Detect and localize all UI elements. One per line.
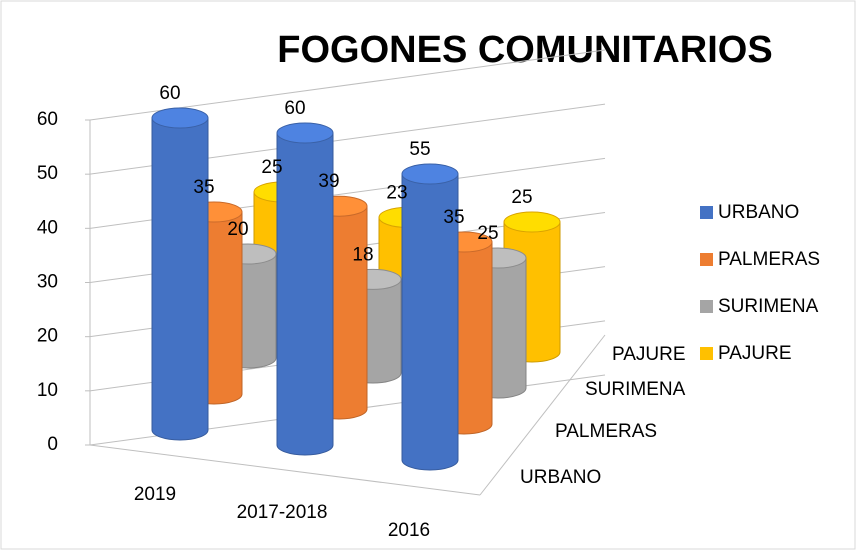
y-tick-label: 20 bbox=[37, 326, 58, 347]
data-label: 25 bbox=[511, 187, 532, 208]
data-label: 60 bbox=[159, 83, 180, 104]
bar bbox=[276, 132, 334, 456]
data-label: 23 bbox=[386, 182, 407, 203]
bar bbox=[401, 173, 459, 471]
y-tick-label: 10 bbox=[37, 380, 58, 401]
data-label: 35 bbox=[193, 177, 214, 198]
data-label: 39 bbox=[318, 171, 339, 192]
legend-swatch bbox=[700, 300, 713, 313]
legend-swatch bbox=[700, 206, 713, 219]
bar-top bbox=[276, 122, 334, 144]
legend-label: PALMERAS bbox=[718, 249, 820, 270]
y-tick-label: 30 bbox=[37, 272, 58, 293]
y-tick-label: 60 bbox=[37, 109, 58, 130]
depth-tick-label: PAJURE bbox=[612, 344, 686, 365]
legend-label: URBANO bbox=[718, 202, 799, 223]
data-label: 60 bbox=[284, 98, 305, 119]
x-tick-label: 2016 bbox=[388, 520, 430, 541]
y-tick-label: 40 bbox=[37, 217, 58, 238]
depth-tick-label: SURIMENA bbox=[585, 379, 686, 400]
axis-line bbox=[479, 334, 606, 496]
bar-top bbox=[401, 163, 459, 185]
chart-title: FOGONES COMUNITARIOS bbox=[277, 29, 772, 71]
legend-swatch bbox=[700, 253, 713, 266]
legend-label: SURIMENA bbox=[718, 296, 819, 317]
legend-label: PAJURE bbox=[718, 343, 792, 364]
legend-swatch bbox=[700, 347, 713, 360]
bar-top bbox=[151, 107, 209, 129]
depth-tick-label: PALMERAS bbox=[555, 421, 657, 442]
x-tick-label: 2019 bbox=[134, 484, 176, 505]
axis-line bbox=[89, 444, 481, 496]
data-label: 18 bbox=[352, 244, 373, 265]
y-tick-label: 0 bbox=[47, 434, 58, 455]
data-label: 25 bbox=[261, 157, 282, 178]
x-tick-label: 2017-2018 bbox=[237, 502, 328, 523]
bar bbox=[151, 117, 209, 441]
y-tick-label: 50 bbox=[37, 163, 58, 184]
depth-tick-label: URBANO bbox=[520, 467, 601, 488]
data-label: 25 bbox=[477, 223, 498, 244]
bar-top bbox=[503, 211, 561, 233]
data-label: 20 bbox=[227, 219, 248, 240]
data-label: 35 bbox=[443, 207, 464, 228]
data-label: 55 bbox=[409, 139, 430, 160]
